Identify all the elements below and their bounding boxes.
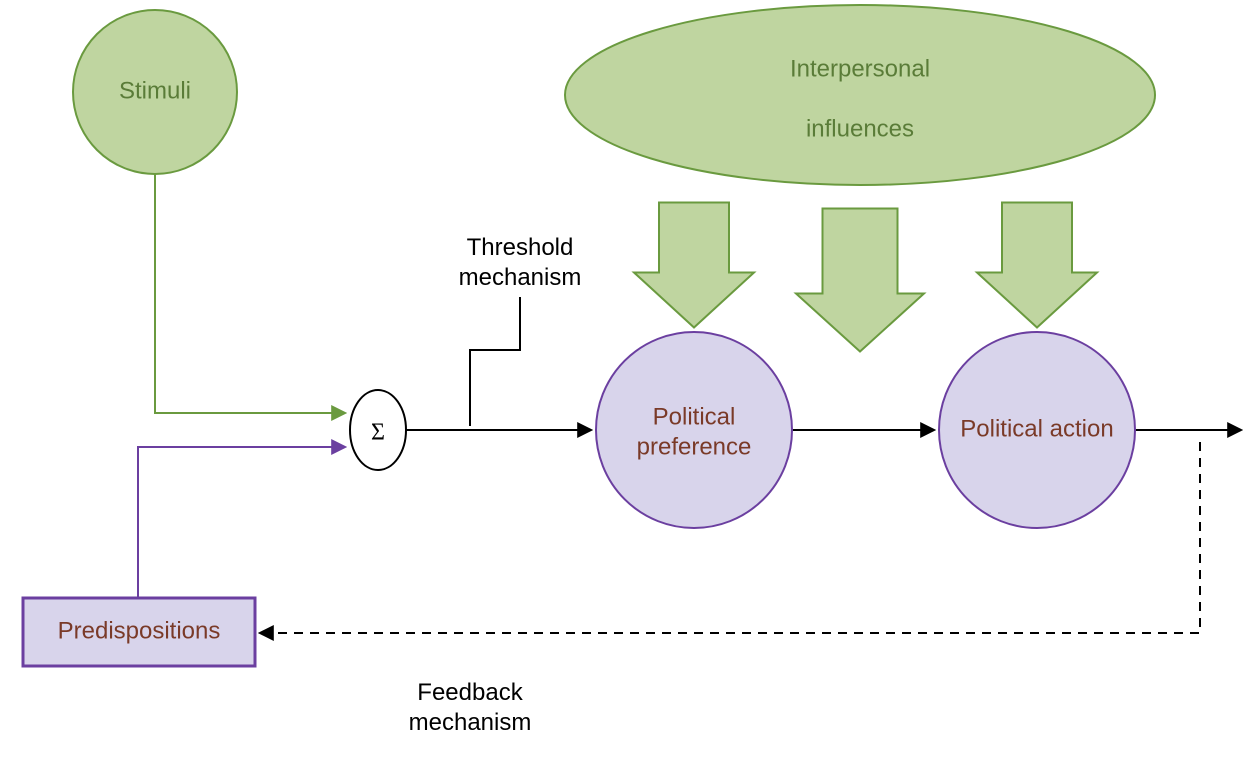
edge-predispositions-to-sigma [138,447,344,598]
svg-text:Stimuli: Stimuli [119,77,191,104]
svg-text:Political: Political [653,403,736,430]
block-arrow-icon [796,209,924,352]
svg-text:mechanism: mechanism [409,709,532,736]
annotation-feedback-mechanism: Feedback mechanism [409,679,532,736]
node-interpersonal-influences: Interpersonal influences [565,5,1155,185]
node-political-action: Political action [939,332,1135,528]
svg-text:mechanism: mechanism [459,264,582,291]
svg-text:Interpersonal: Interpersonal [790,55,930,82]
node-political-preference: Political preference [596,332,792,528]
node-predispositions: Predispositions [23,598,255,666]
block-arrows-group [634,203,1097,352]
svg-text:Σ: Σ [371,420,385,446]
svg-text:Threshold: Threshold [467,234,574,261]
node-sigma: Σ [350,390,406,470]
svg-text:Feedback: Feedback [417,679,523,706]
diagram-canvas: Interpersonal influences Stimuli Σ Polit… [0,0,1254,758]
annotation-threshold-mechanism: Threshold mechanism [459,234,582,426]
svg-text:preference: preference [637,433,752,460]
svg-text:Predispositions: Predispositions [58,617,221,644]
block-arrow-icon [977,203,1097,328]
svg-text:Political action: Political action [960,415,1113,442]
node-stimuli: Stimuli [73,10,237,174]
edge-stimuli-to-sigma [155,174,344,413]
svg-text:influences: influences [806,115,914,142]
block-arrow-icon [634,203,754,328]
